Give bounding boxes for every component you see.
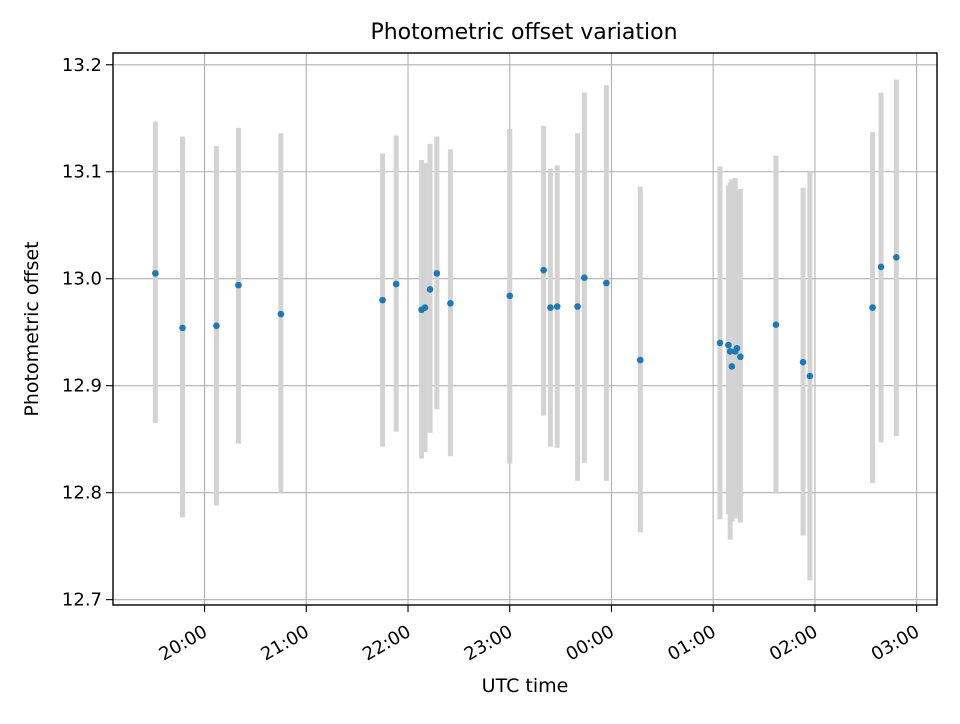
data-point: [737, 353, 744, 361]
data-point: [603, 279, 610, 287]
x-tick-label: 20:00: [156, 621, 211, 665]
x-tick-label: 23:00: [461, 621, 516, 665]
data-point: [733, 344, 741, 352]
data-point: [806, 372, 814, 380]
data-point: [636, 356, 644, 364]
y-tick-label: 12.7: [62, 590, 102, 611]
y-tick-label: 13.0: [62, 269, 102, 290]
data-point: [728, 363, 736, 370]
data-point: [581, 274, 588, 281]
data-point: [726, 348, 734, 355]
data-point: [540, 266, 547, 274]
x-tick-label: 22:00: [359, 621, 414, 665]
data-point: [877, 263, 885, 271]
data-point: [392, 280, 400, 288]
data-point: [869, 304, 876, 311]
x-tick-label: 01:00: [664, 621, 719, 665]
data-point: [421, 304, 429, 311]
grid-lines: [113, 53, 937, 605]
data-points: [152, 254, 900, 380]
data-point: [547, 304, 554, 311]
y-axis-ticks: 12.7 12.8 12.9 13.0 13.1 13.2: [62, 55, 113, 611]
plot-frame: [112, 52, 938, 606]
y-tick-label: 13.2: [62, 55, 102, 76]
x-tick-label: 00:00: [563, 621, 618, 665]
data-point: [893, 254, 900, 261]
y-axis-label: Photometric offset: [21, 241, 43, 416]
x-tick-label: 21:00: [257, 621, 312, 665]
data-point: [772, 321, 780, 329]
data-point: [433, 270, 441, 277]
data-point: [716, 339, 724, 347]
data-point: [179, 324, 186, 332]
data-point: [152, 270, 159, 277]
data-point: [447, 300, 454, 307]
error-bars: [152, 79, 899, 581]
y-tick-label: 13.1: [62, 162, 102, 183]
data-point: [553, 303, 561, 310]
chart-title: Photometric offset variation: [370, 20, 677, 45]
x-tick-label: 03:00: [868, 621, 923, 665]
y-tick-label: 12.9: [62, 376, 102, 397]
x-axis-ticks: 20:00 21:00 22:00 23:00 00:00 01:00 02:00 03:00: [156, 605, 923, 665]
data-point: [574, 303, 581, 310]
data-point: [379, 296, 386, 304]
data-point: [426, 286, 434, 293]
data-point: [277, 310, 285, 318]
x-axis-label: UTC time: [482, 675, 569, 697]
data-point: [799, 358, 807, 366]
y-tick-label: 12.8: [62, 483, 102, 504]
data-point: [506, 292, 514, 300]
x-tick-label: 02:00: [766, 621, 821, 665]
data-point: [725, 341, 732, 349]
data-point: [213, 322, 220, 330]
data-point: [235, 281, 242, 289]
